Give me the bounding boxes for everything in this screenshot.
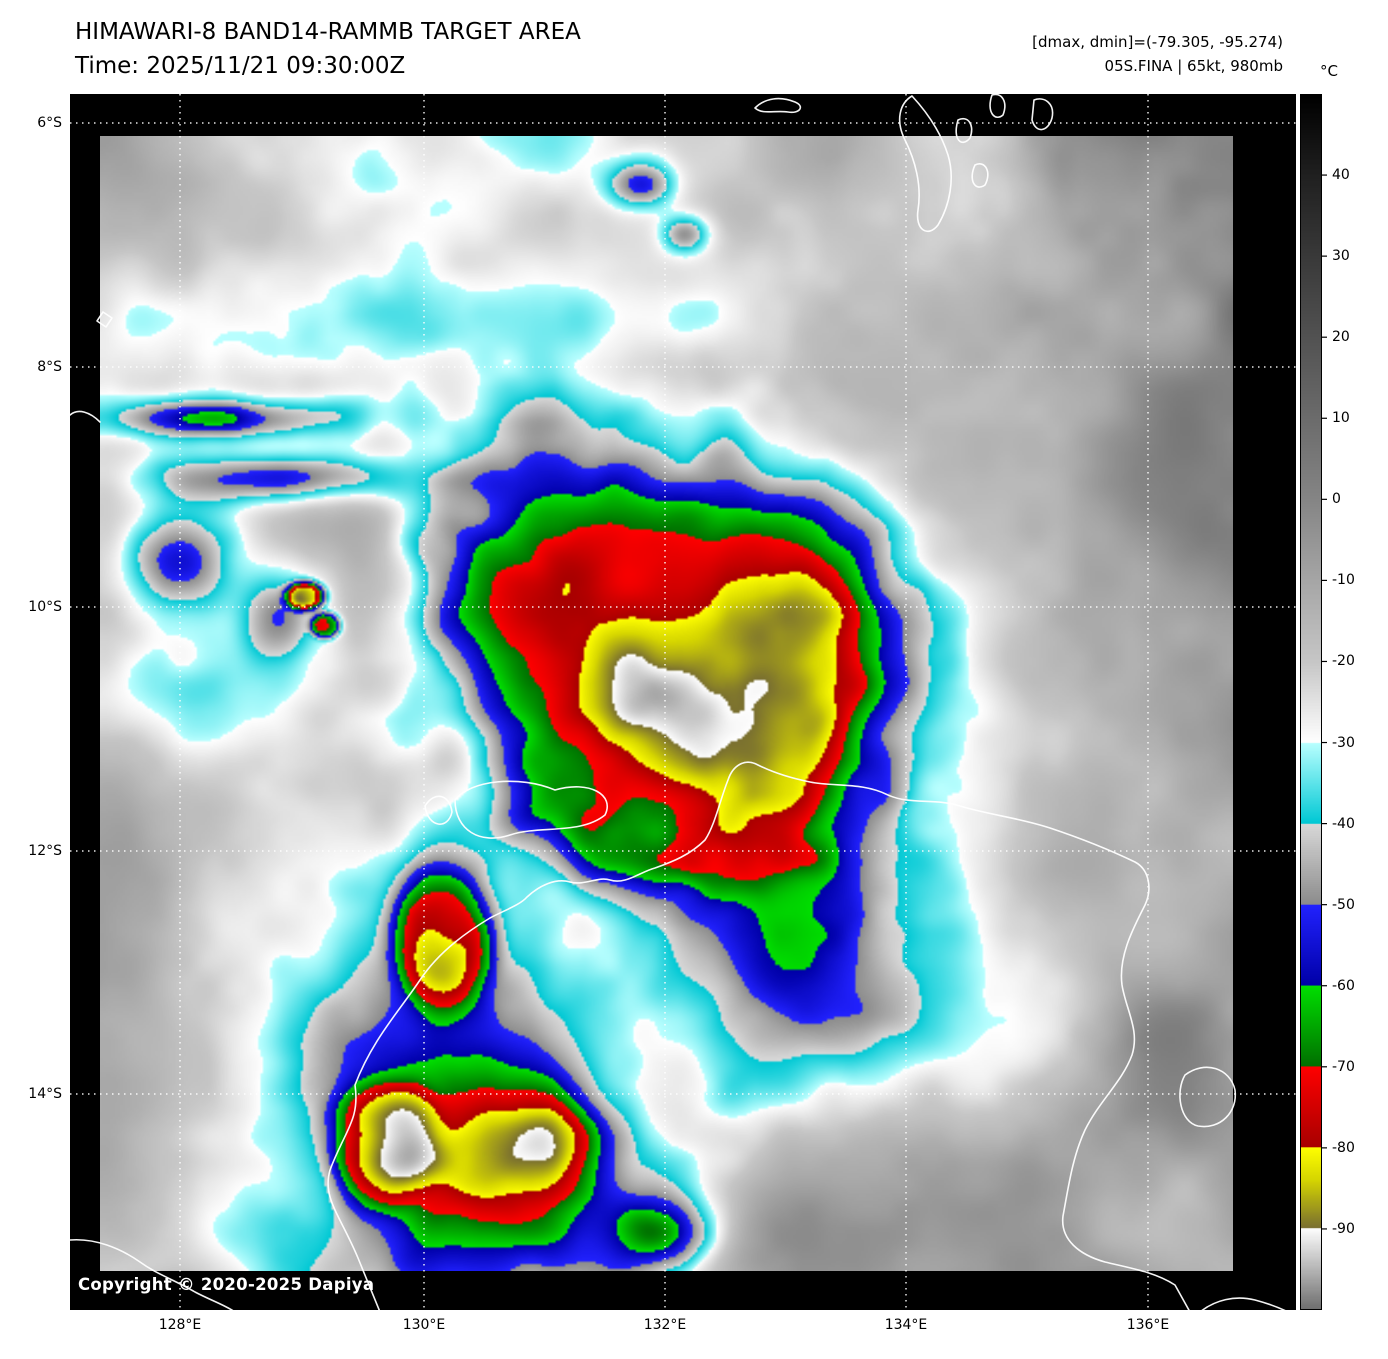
colorbar-tick-label: 20 — [1332, 329, 1350, 346]
plot-area: Copyright © 2020-2025 Dapiya — [70, 94, 1296, 1310]
lat-tick-label: 8°S — [37, 359, 62, 375]
copyright-label: Copyright © 2020-2025 Dapiya — [78, 1275, 375, 1294]
lat-tick-label: 6°S — [37, 115, 62, 131]
colorbar-tick-label: -30 — [1332, 734, 1355, 751]
colorbar-tick-label: 10 — [1332, 410, 1350, 427]
colorbar-unit-label: °C — [1320, 62, 1338, 80]
lon-tick-label: 130°E — [402, 1317, 446, 1333]
colorbar-tick-label: -10 — [1332, 572, 1355, 589]
colorbar-tick-marks — [1322, 174, 1327, 1230]
lon-tick-label: 136°E — [1126, 1317, 1170, 1333]
colorbar-tick-label: -50 — [1332, 896, 1355, 913]
colorbar-tick-label: -60 — [1332, 977, 1355, 994]
lat-tick-label: 10°S — [28, 599, 62, 615]
colorbar-tick-label: -40 — [1332, 815, 1355, 832]
colorbar-tick-label: 30 — [1332, 248, 1350, 265]
product-title: HIMAWARI-8 BAND14-RAMMB TARGET AREA — [75, 19, 581, 45]
storm-info-label: 05S.FINA | 65kt, 980mb — [1104, 57, 1283, 75]
satellite-canvas — [100, 136, 1233, 1271]
colorbar — [1300, 94, 1322, 1310]
lat-tick-label: 14°S — [28, 1086, 62, 1102]
lon-tick-label: 134°E — [884, 1317, 928, 1333]
colorbar-tick-label: 0 — [1332, 491, 1341, 508]
storm-stats-block: [dmax, dmin]=(-79.305, -95.274) 05S.FINA… — [1032, 30, 1283, 78]
colorbar-tick-label: 40 — [1332, 167, 1350, 184]
dmax-dmin-label: [dmax, dmin]=(-79.305, -95.274) — [1032, 33, 1283, 51]
product-time-label: Time: 2025/11/21 09:30:00Z — [75, 53, 406, 79]
colorbar-tick-label: -90 — [1332, 1220, 1355, 1237]
colorbar-tick-label: -80 — [1332, 1139, 1355, 1156]
lat-tick-label: 12°S — [28, 843, 62, 859]
lon-tick-label: 132°E — [643, 1317, 687, 1333]
lon-tick-label: 128°E — [158, 1317, 202, 1333]
colorbar-tick-label: -70 — [1332, 1058, 1355, 1075]
colorbar-canvas — [1301, 95, 1321, 1309]
colorbar-tick-label: -20 — [1332, 653, 1355, 670]
